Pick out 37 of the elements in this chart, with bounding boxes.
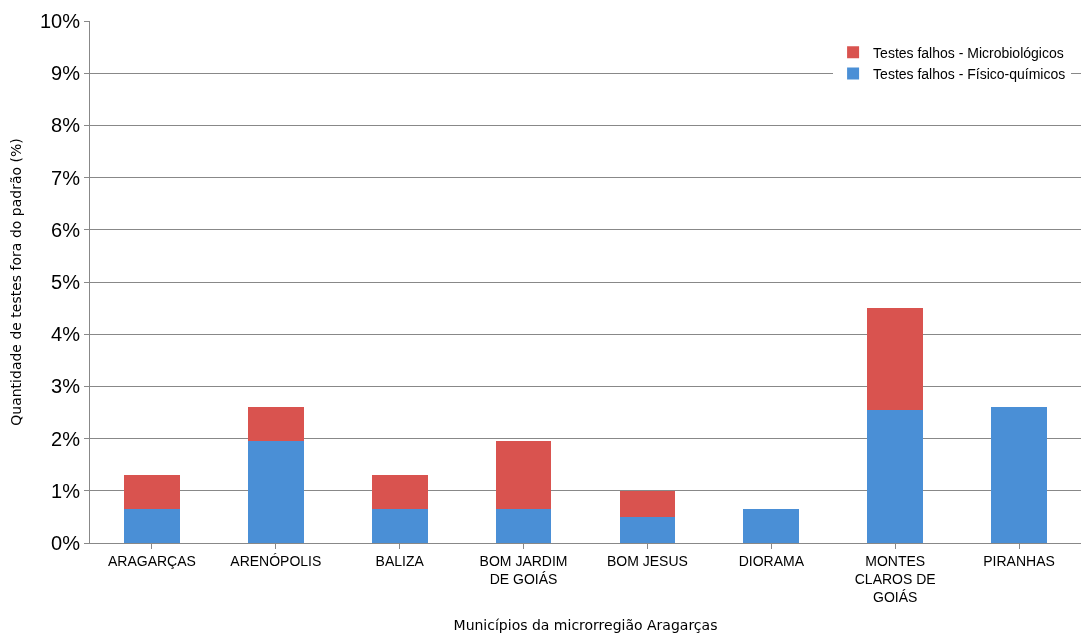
x-tick-label: MONTES CLAROS DE GOIÁS — [854, 552, 936, 606]
y-tick-label: 7% — [51, 166, 81, 189]
x-tick-label: BOM JESUS — [606, 552, 688, 569]
y-tick-label: 1% — [51, 479, 81, 502]
bar — [495, 509, 552, 543]
y-tick-label: 5% — [51, 271, 81, 293]
y-tick-label: 0% — [51, 532, 81, 554]
y-tick-label: 6% — [51, 218, 81, 241]
bar — [124, 475, 180, 510]
bar — [371, 475, 428, 510]
bar — [619, 490, 676, 517]
y-tick-label: 4% — [51, 323, 81, 346]
y-tick-label: 10% — [39, 10, 81, 32]
y-tick-label: 3% — [51, 375, 81, 398]
bar — [247, 441, 304, 543]
y-tick-label: 8% — [51, 114, 81, 137]
bar — [124, 509, 180, 543]
x-tick-label: BALIZA — [375, 552, 425, 569]
bar — [371, 509, 428, 543]
x-tick-label: BOM JARDIM DE GOIÁS — [479, 552, 568, 587]
y-tick-label: 9% — [51, 62, 81, 85]
x-tick-label: ARAGARÇAS — [107, 552, 196, 569]
y-axis-title: Quantidade de testes fora do padrão (%) — [7, 138, 24, 426]
bar — [247, 407, 304, 442]
x-tick-label: ARENÓPOLIS — [230, 552, 322, 569]
legend-label: Testes falhos - Físico-químicos — [873, 65, 1066, 82]
bar — [867, 308, 924, 410]
bar — [619, 516, 676, 543]
legend-label: Testes falhos - Microbiológicos — [873, 44, 1064, 61]
y-tick-label: 2% — [51, 427, 81, 450]
bar — [991, 407, 1047, 543]
x-axis-title: Municípios da microrregião Aragarças — [453, 616, 718, 633]
x-tick-label: PIRANHAS — [983, 552, 1055, 569]
bar — [495, 441, 552, 510]
bar — [867, 409, 924, 543]
bar — [743, 509, 800, 543]
x-tick-label: DIORAMA — [738, 552, 805, 569]
